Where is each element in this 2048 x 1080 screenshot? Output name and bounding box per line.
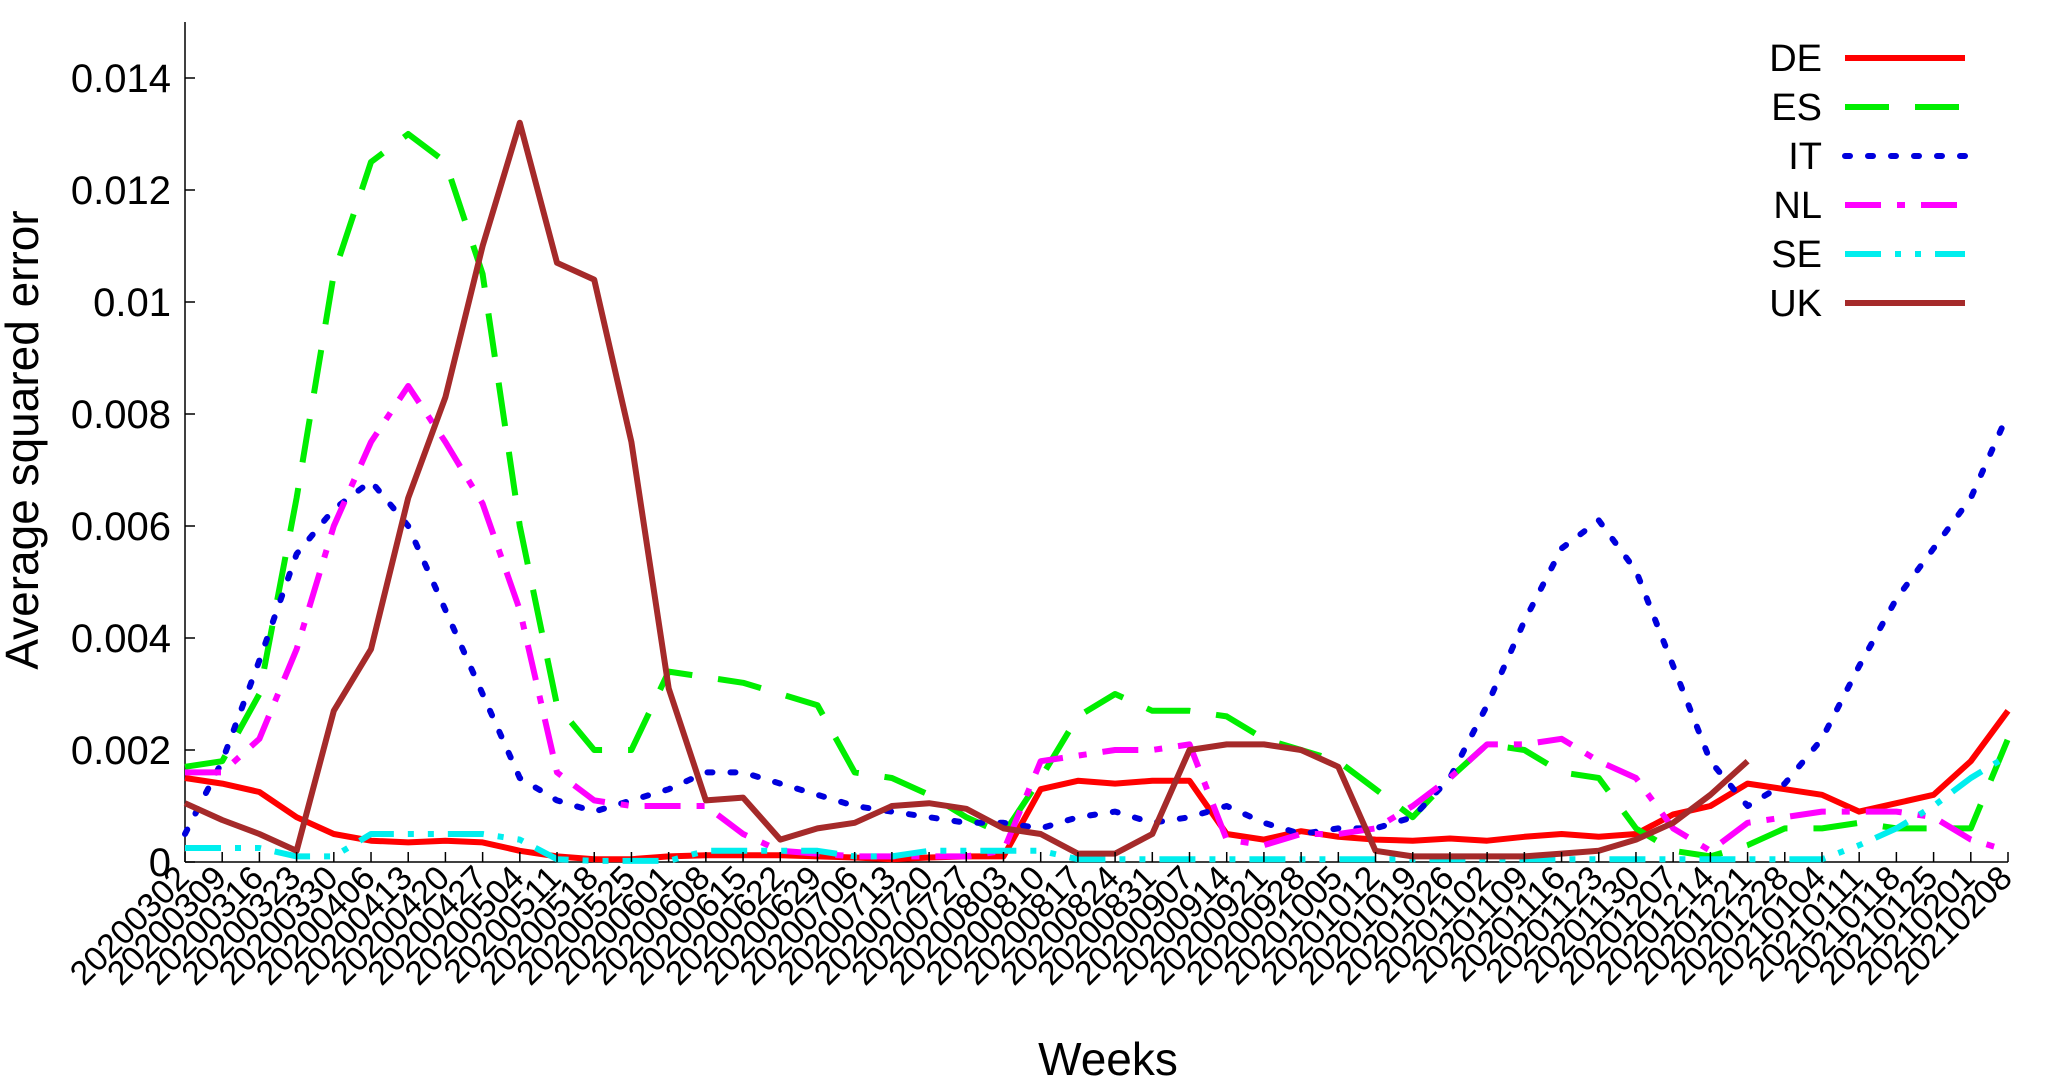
x-axis-title: Weeks [1038,1033,1178,1080]
series-line-de [184,709,2011,863]
series-line-nl [185,383,2009,860]
legend-label-de: DE [1769,38,1822,80]
y-tick-label: 0.01 [93,281,171,325]
y-tick-label: 0.004 [71,617,171,661]
x-axis-ticks: 2020030220200309202003162020032320200330… [63,852,2020,993]
series-line-es [184,131,2011,860]
y-axis-title: Average squared error [0,210,48,669]
legend-label-se: SE [1771,234,1822,276]
y-tick-label: 0.012 [71,169,171,213]
chart-legend: DE ES IT NL SE UK [1769,38,1968,325]
y-tick-label: 0.006 [71,505,171,549]
legend-label-uk: UK [1769,283,1822,325]
chart-axes [184,22,2008,863]
legend-label-nl: NL [1773,185,1822,227]
y-tick-label: 0.002 [71,729,171,773]
y-tick-label: 0 [149,841,171,885]
series-line-se [185,753,2010,864]
legend-label-it: IT [1788,136,1822,178]
y-tick-label: 0.014 [71,57,171,101]
series-line-it [182,411,2011,837]
legend-label-es: ES [1771,87,1822,129]
series-lines [182,119,2011,864]
y-axis-ticks: 0 0.002 0.004 0.006 0.008 0.01 0.012 0.014 [71,57,195,885]
y-tick-label: 0.008 [71,393,171,437]
